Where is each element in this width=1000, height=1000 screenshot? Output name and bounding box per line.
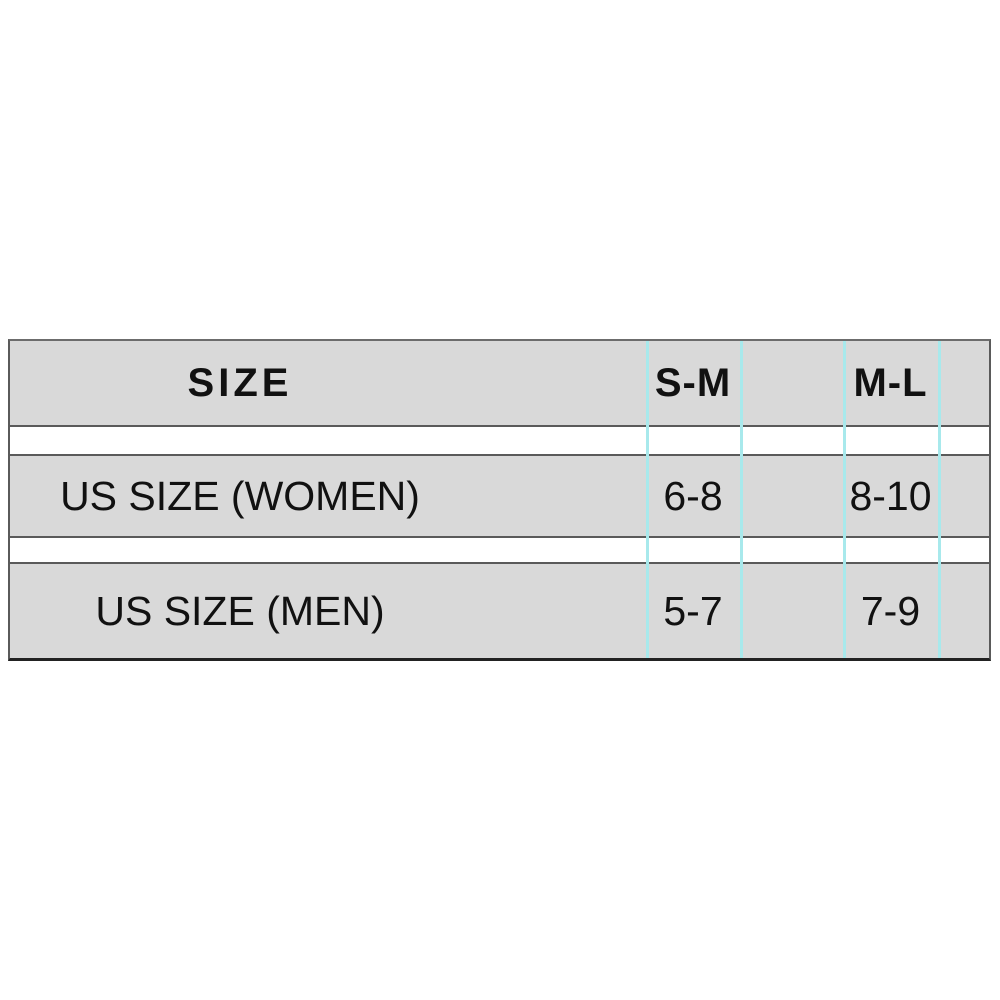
row-women-value-s-m: 6-8 xyxy=(663,472,723,519)
size-chart-table: SIZE S-M M-L US SIZE (WOMEN) 6-8 8-10 US… xyxy=(8,339,991,661)
header-col-m-l: M-L xyxy=(853,360,928,405)
column-guide-line xyxy=(938,341,941,658)
column-guide-line xyxy=(843,341,846,658)
header-size-label: SIZE xyxy=(187,360,293,405)
row-men-value-s-m: 5-7 xyxy=(663,587,723,634)
table-header-row: SIZE S-M M-L xyxy=(10,341,989,427)
row-men-value-m-l: 7-9 xyxy=(860,587,921,634)
row-women-label: US SIZE (WOMEN) xyxy=(60,472,420,519)
row-spacer xyxy=(10,427,989,454)
table-row-women: US SIZE (WOMEN) 6-8 8-10 xyxy=(10,454,989,538)
table-row-men: US SIZE (MEN) 5-7 7-9 xyxy=(10,562,989,658)
row-women-value-m-l: 8-10 xyxy=(849,472,932,519)
row-spacer xyxy=(10,538,989,562)
column-guide-line xyxy=(740,341,743,658)
row-men-label: US SIZE (MEN) xyxy=(95,587,385,634)
header-col-s-m: S-M xyxy=(654,360,732,405)
column-guide-line xyxy=(646,341,649,658)
